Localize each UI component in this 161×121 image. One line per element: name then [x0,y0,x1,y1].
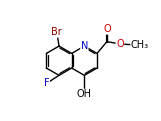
Text: O: O [103,24,111,34]
Text: F: F [44,78,49,88]
Text: O: O [116,39,124,49]
Text: OH: OH [77,89,92,99]
Text: Br: Br [52,27,62,37]
Text: N: N [81,41,88,51]
Text: CH₃: CH₃ [131,40,149,50]
